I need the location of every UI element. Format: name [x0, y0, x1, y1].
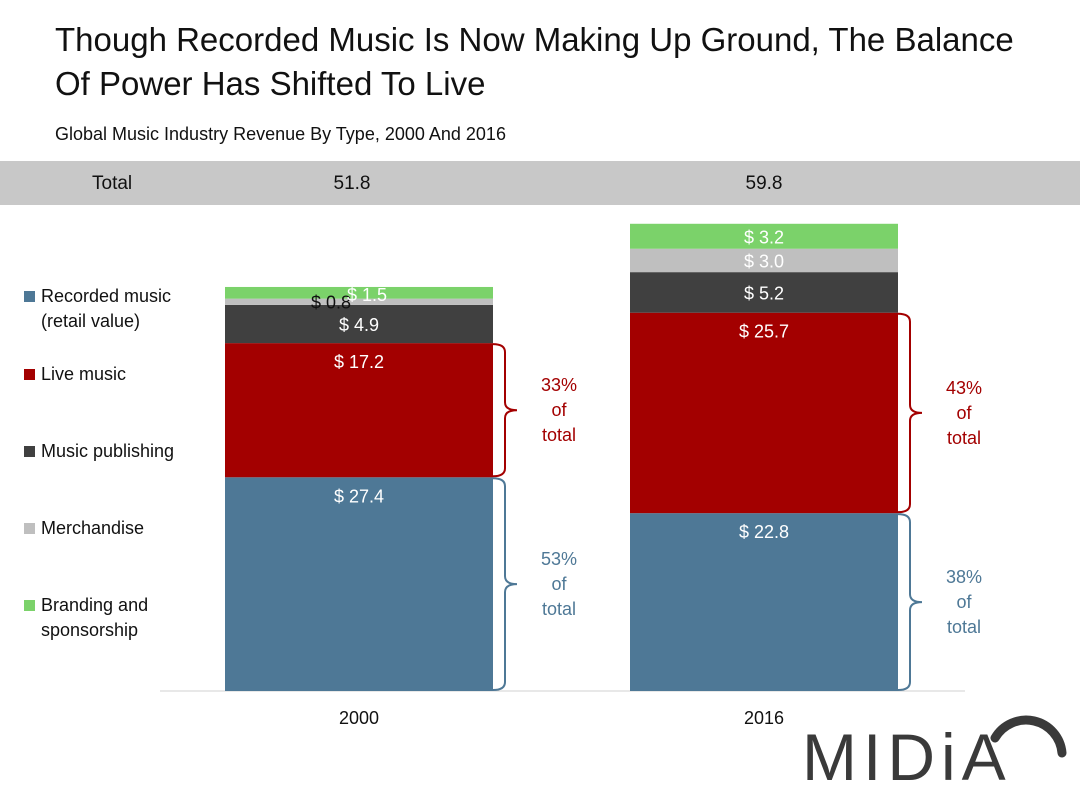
bar-music-publishing-2016: [630, 272, 898, 313]
data-label-merchandise-2016: $ 3.0: [744, 251, 784, 271]
bar-live-music-2016: [630, 312, 898, 514]
share-annotation-live-music-2016: total: [947, 428, 981, 448]
chart-subtitle: Global Music Industry Revenue By Type, 2…: [55, 124, 506, 144]
logo-arc-icon: [990, 715, 1067, 758]
brace-live-music-2016: [897, 312, 923, 514]
total-value-2016: 59.8: [745, 173, 783, 194]
share-annotation-recorded-music-retail-value-2016: of: [956, 592, 972, 612]
legend-label: Music publishing: [41, 441, 175, 461]
logo-wordmark: MIDiA: [802, 720, 1012, 788]
data-label-branding-and-sponsorship-2016: $ 3.2: [744, 227, 784, 247]
share-annotation-recorded-music-retail-value-2016: total: [947, 617, 981, 637]
bar-recorded-music-retail-value-2016: [630, 513, 898, 691]
data-label-music-publishing-2016: $ 5.2: [744, 283, 784, 303]
legend-swatch: [24, 446, 35, 457]
legend-swatch: [24, 369, 35, 380]
legend-label: Branding and sponsorship: [41, 595, 149, 640]
share-annotation-recorded-music-retail-value-2000: of: [551, 574, 567, 594]
bar-live-music-2000: [225, 343, 493, 478]
data-label-live-music-2000: $ 17.2: [334, 352, 384, 372]
bar-merchandise-2016: [630, 248, 898, 273]
brace-live-music-2000: [492, 343, 518, 478]
legend-swatch: [24, 291, 35, 302]
x-tick-label-2000: 2000: [339, 708, 379, 728]
chart-title: Though Recorded Music Is Now Making Up G…: [55, 21, 1014, 102]
bar-music-publishing-2000: [225, 304, 493, 344]
share-annotation-recorded-music-retail-value-2000: total: [542, 599, 576, 619]
bar-branding-and-sponsorship-2016: [630, 223, 898, 249]
bar-branding-and-sponsorship-2000: [225, 286, 493, 299]
total-value-2000: 51.8: [333, 173, 371, 194]
midia-logo: MIDiA: [802, 715, 1067, 788]
share-annotation-live-music-2000: of: [551, 400, 567, 420]
legend-swatch: [24, 523, 35, 534]
share-annotation-live-music-2000: total: [542, 425, 576, 445]
share-annotation-recorded-music-retail-value-2016: 38%: [946, 567, 982, 587]
totals-label: Total: [92, 173, 133, 194]
share-annotation-live-music-2016: of: [956, 403, 972, 423]
bar-merchandise-2000: [225, 298, 493, 305]
bar-recorded-music-retail-value-2000: [225, 477, 493, 691]
data-label-branding-and-sponsorship-2000: $ 1.5: [347, 285, 387, 305]
legend-label: Live music: [41, 364, 127, 384]
data-label-merchandise-2000: $ 0.8: [311, 293, 351, 313]
brace-recorded-music-retail-value-2000: [492, 477, 518, 691]
share-annotation-recorded-music-retail-value-2000: 53%: [541, 549, 577, 569]
data-label-live-music-2016: $ 25.7: [739, 322, 789, 342]
legend-swatch: [24, 600, 35, 611]
data-label-recorded-music-retail-value-2016: $ 22.8: [739, 522, 789, 542]
legend-label: Merchandise: [41, 518, 145, 538]
totals-band: Total 51.8 59.8: [0, 161, 1080, 205]
share-annotation-live-music-2000: 33%: [541, 375, 577, 395]
data-label-music-publishing-2000: $ 4.9: [339, 315, 379, 335]
x-tick-label-2016: 2016: [744, 708, 784, 728]
share-annotation-live-music-2016: 43%: [946, 378, 982, 398]
legend-label: Recorded music (retail value): [41, 286, 172, 331]
brace-recorded-music-retail-value-2016: [897, 513, 923, 691]
data-label-recorded-music-retail-value-2000: $ 27.4: [334, 486, 384, 506]
